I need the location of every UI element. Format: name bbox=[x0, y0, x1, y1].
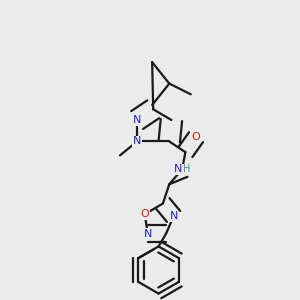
Text: N: N bbox=[174, 164, 182, 174]
Text: O: O bbox=[140, 209, 149, 219]
Text: N: N bbox=[144, 229, 152, 238]
Text: N: N bbox=[133, 115, 141, 125]
Text: O: O bbox=[192, 132, 200, 142]
Text: N: N bbox=[133, 136, 141, 146]
Text: N: N bbox=[169, 212, 178, 221]
Text: H: H bbox=[183, 164, 190, 174]
